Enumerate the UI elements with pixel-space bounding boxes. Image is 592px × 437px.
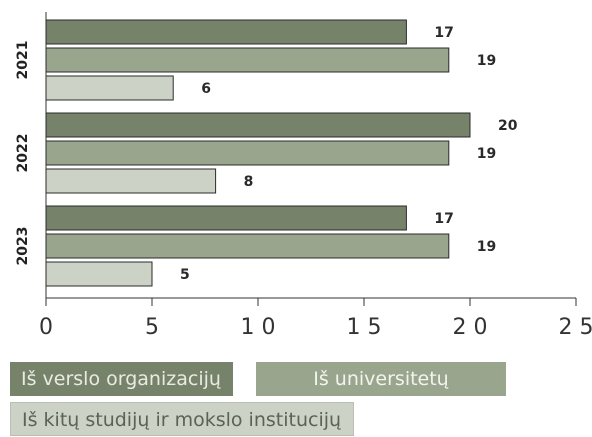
bar-value-label: 17 (434, 211, 453, 227)
bar-2023-series-2 (46, 262, 152, 286)
bar-2021-series-2 (46, 76, 173, 100)
x-tick-label: 2 5 (559, 315, 592, 340)
x-tick-label: 2 0 (453, 315, 488, 340)
legend-item-universitetu: Iš universitetų (256, 362, 506, 396)
bar-value-label: 17 (434, 25, 453, 41)
bar-value-label: 19 (477, 239, 496, 255)
category-label-2021: 2021 (15, 41, 31, 80)
legend-item-verslo: Iš verslo organizacijų (10, 362, 233, 396)
bar-2022-series-2 (46, 169, 216, 193)
bar-value-label: 8 (244, 174, 254, 190)
bar-2023-series-1 (46, 234, 449, 258)
x-tick-label: 5 (145, 315, 159, 340)
x-tick-label: 0 (39, 315, 53, 340)
bar-2022-series-1 (46, 141, 449, 165)
category-label-2023: 2023 (15, 227, 31, 266)
legend-item-kitu-instituciju: Iš kitų studijų ir mokslo institucijų (10, 402, 354, 436)
bar-2022-series-0 (46, 113, 470, 137)
x-tick-label: 1 5 (347, 315, 382, 340)
bar-value-label: 19 (477, 53, 496, 69)
category-label-2022: 2022 (15, 134, 31, 173)
bar-value-label: 20 (498, 118, 518, 134)
x-tick-label: 1 0 (241, 315, 276, 340)
bar-2023-series-0 (46, 206, 406, 230)
bar-value-label: 19 (477, 146, 496, 162)
bar-2021-series-1 (46, 48, 449, 72)
bar-value-label: 5 (180, 267, 190, 283)
bar-value-label: 6 (201, 81, 211, 97)
bar-2021-series-0 (46, 20, 406, 44)
